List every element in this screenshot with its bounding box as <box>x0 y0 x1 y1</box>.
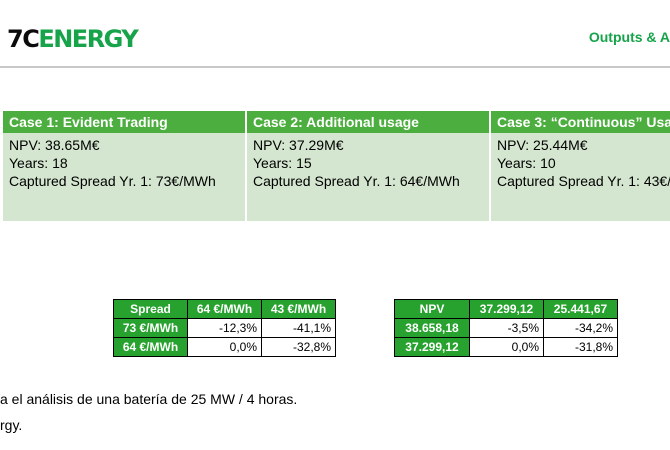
header-divider <box>0 66 670 68</box>
table-corner: NPV <box>394 299 470 319</box>
case-1-title: Case 1: Evident Trading <box>3 111 247 133</box>
case-2-npv: NPV: 37.29M€ <box>253 137 344 153</box>
case-3-years: Years: 10 <box>497 155 556 171</box>
footnote-source: rgy. <box>0 417 23 433</box>
footnote-battery: a el análisis de una batería de 25 MW / … <box>0 391 298 407</box>
npv-sensitivity-table: NPV 37.299,12 25.441,67 38.658,18 -3,5% … <box>394 299 618 357</box>
case-1-npv: NPV: 38.65M€ <box>9 137 100 153</box>
case-1-body: NPV: 38.65M€ Years: 18 Captured Spread Y… <box>3 133 247 221</box>
case-2-title: Case 2: Additional usage <box>247 111 491 133</box>
case-2-spread: Captured Spread Yr. 1: 64€/MWh <box>253 173 460 189</box>
table-row: 64 €/MWh 0,0% -32,8% <box>113 337 336 357</box>
case-card-1: Case 1: Evident Trading NPV: 38.65M€ Yea… <box>3 111 247 221</box>
case-3-npv: NPV: 25.44M€ <box>497 137 588 153</box>
row-header: 38.658,18 <box>394 318 470 338</box>
column-header: 25.441,67 <box>543 299 618 319</box>
table-cell: -12,3% <box>187 318 262 338</box>
table-row: 38.658,18 -3,5% -34,2% <box>394 318 618 338</box>
row-header: 64 €/MWh <box>113 337 188 357</box>
table-row: 73 €/MWh -12,3% -41,1% <box>113 318 336 338</box>
table-cell: -34,2% <box>543 318 618 338</box>
table-header-row: Spread 64 €/MWh 43 €/MWh <box>113 299 336 319</box>
table-cell: -41,1% <box>261 318 336 338</box>
row-header: 37.299,12 <box>394 337 470 357</box>
case-card-3: Case 3: “Continuous” Usa NPV: 25.44M€ Ye… <box>491 111 670 221</box>
section-title: Outputs & A <box>588 29 670 45</box>
table-cell: -3,5% <box>469 318 544 338</box>
case-3-title: Case 3: “Continuous” Usa <box>491 111 670 133</box>
case-card-2: Case 2: Additional usage NPV: 37.29M€ Ye… <box>247 111 491 221</box>
column-header: 64 €/MWh <box>187 299 262 319</box>
case-1-spread: Captured Spread Yr. 1: 73€/MWh <box>9 173 216 189</box>
case-2-body: NPV: 37.29M€ Years: 15 Captured Spread Y… <box>247 133 491 221</box>
column-header: 37.299,12 <box>469 299 544 319</box>
table-cell: -32,8% <box>261 337 336 357</box>
spread-sensitivity-table: Spread 64 €/MWh 43 €/MWh 73 €/MWh -12,3%… <box>113 299 336 357</box>
table-header-row: NPV 37.299,12 25.441,67 <box>394 299 618 319</box>
case-1-years: Years: 18 <box>9 155 68 171</box>
case-3-body: NPV: 25.44M€ Years: 10 Captured Spread Y… <box>491 133 670 221</box>
case-cards: Case 1: Evident Trading NPV: 38.65M€ Yea… <box>3 111 670 221</box>
column-header: 43 €/MWh <box>261 299 336 319</box>
row-header: 73 €/MWh <box>113 318 188 338</box>
case-2-years: Years: 15 <box>253 155 312 171</box>
table-cell: -31,8% <box>543 337 618 357</box>
table-cell: 0,0% <box>469 337 544 357</box>
company-logo: 7CENERGY <box>7 25 139 53</box>
table-corner: Spread <box>113 299 188 319</box>
table-row: 37.299,12 0,0% -31,8% <box>394 337 618 357</box>
case-3-spread: Captured Spread Yr. 1: 43€/ <box>497 173 670 189</box>
table-cell: 0,0% <box>187 337 262 357</box>
